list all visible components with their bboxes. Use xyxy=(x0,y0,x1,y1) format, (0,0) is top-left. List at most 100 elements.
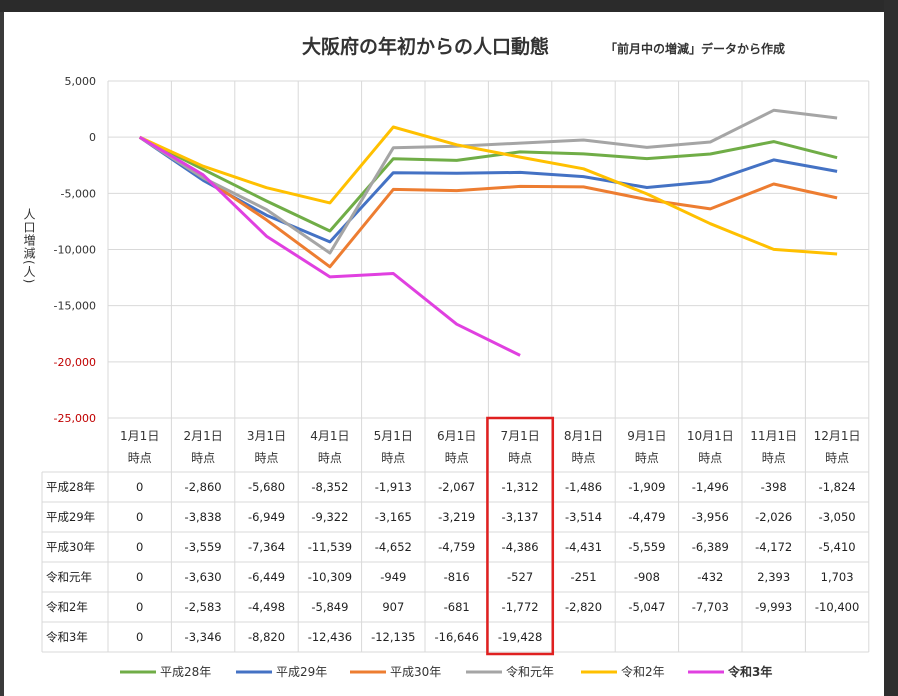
table-cell: -1,913 xyxy=(375,480,412,494)
table-cell: -5,047 xyxy=(628,600,665,614)
table-cell: 0 xyxy=(136,480,143,494)
table-cell: -681 xyxy=(444,600,470,614)
category-label: 9月1日 xyxy=(627,429,666,443)
table-row-header: 令和元年 xyxy=(46,570,92,584)
table-cell: -816 xyxy=(444,570,470,584)
category-label: 5月1日 xyxy=(374,429,413,443)
table-cell: -1,486 xyxy=(565,480,602,494)
table-cell: -3,219 xyxy=(438,510,475,524)
table-cell: 2,393 xyxy=(757,570,790,584)
table-cell: -10,309 xyxy=(308,570,352,584)
category-label: 時点 xyxy=(254,451,278,465)
table-cell: -4,431 xyxy=(565,540,602,554)
table-cell: -11,539 xyxy=(308,540,352,554)
table-cell: -5,559 xyxy=(628,540,665,554)
table-cell: -19,428 xyxy=(498,630,542,644)
table-cell: 0 xyxy=(136,510,143,524)
table-cell: -3,165 xyxy=(375,510,412,524)
y-tick-label: -20,000 xyxy=(54,356,96,369)
table-cell: -4,479 xyxy=(628,510,665,524)
table-cell: -1,496 xyxy=(692,480,729,494)
table-cell: 0 xyxy=(136,570,143,584)
legend-label: 平成28年 xyxy=(160,665,211,679)
category-label: 時点 xyxy=(381,451,405,465)
series-line-6 xyxy=(138,135,521,357)
y-tick-label: -25,000 xyxy=(54,412,96,425)
category-label: 時点 xyxy=(635,451,659,465)
y-tick-label: -10,000 xyxy=(54,244,96,257)
table-cell: -16,646 xyxy=(435,630,479,644)
table-cell: -2,820 xyxy=(565,600,602,614)
y-tick-label: 0 xyxy=(89,131,96,144)
category-label: 時点 xyxy=(508,451,532,465)
table-cell: -4,652 xyxy=(375,540,412,554)
table-cell: -3,514 xyxy=(565,510,602,524)
table-cell: -3,956 xyxy=(692,510,729,524)
series-line-5 xyxy=(139,125,838,256)
table-cell: -4,172 xyxy=(755,540,792,554)
table-cell: -8,352 xyxy=(311,480,348,494)
table-cell: -3,630 xyxy=(185,570,222,584)
table-cell: -4,498 xyxy=(248,600,285,614)
table-cell: -908 xyxy=(634,570,660,584)
category-label: 3月1日 xyxy=(247,429,286,443)
table-cell: -3,137 xyxy=(502,510,539,524)
category-label: 時点 xyxy=(318,451,342,465)
category-label: 11月1日 xyxy=(750,429,797,443)
category-label: 時点 xyxy=(825,451,849,465)
y-tick-label: -5,000 xyxy=(61,187,96,200)
table-cell: 0 xyxy=(136,540,143,554)
category-label: 時点 xyxy=(698,451,722,465)
table-row-header: 令和2年 xyxy=(46,600,88,614)
series-line-3 xyxy=(138,135,838,269)
table-row-header: 令和3年 xyxy=(46,630,88,644)
table-cell: -5,680 xyxy=(248,480,285,494)
table-cell: 1,703 xyxy=(821,570,854,584)
category-label: 2月1日 xyxy=(183,429,222,443)
table-cell: 0 xyxy=(136,600,143,614)
table-cell: -7,364 xyxy=(248,540,285,554)
table-cell: -5,849 xyxy=(311,600,348,614)
table-cell: -12,135 xyxy=(371,630,415,644)
legend-label: 令和3年 xyxy=(727,664,772,679)
category-label: 8月1日 xyxy=(564,429,603,443)
table-cell: -2,583 xyxy=(185,600,222,614)
table-cell: -4,386 xyxy=(502,540,539,554)
category-label: 時点 xyxy=(571,451,595,465)
category-label: 1月1日 xyxy=(120,429,159,443)
table-cell: -5,410 xyxy=(819,540,856,554)
series-line-1 xyxy=(139,135,838,233)
legend-label: 平成30年 xyxy=(390,665,441,679)
legend-label: 令和元年 xyxy=(506,664,554,679)
category-label: 12月1日 xyxy=(814,429,861,443)
category-label: 6月1日 xyxy=(437,429,476,443)
series-line-2 xyxy=(138,135,838,244)
chart-subtitle: 「前月中の増減」データから作成 xyxy=(605,41,785,56)
table-cell: -1,909 xyxy=(628,480,665,494)
table-cell: -398 xyxy=(761,480,787,494)
table-cell: -949 xyxy=(380,570,406,584)
table-cell: -9,993 xyxy=(755,600,792,614)
table-cell: -6,949 xyxy=(248,510,285,524)
table-cell: -12,436 xyxy=(308,630,352,644)
category-label: 時点 xyxy=(191,451,215,465)
y-tick-label: 5,000 xyxy=(65,75,97,88)
table-cell: -1,824 xyxy=(819,480,856,494)
table-cell: -2,067 xyxy=(438,480,475,494)
table-cell: 0 xyxy=(136,630,143,644)
category-label: 時点 xyxy=(445,451,469,465)
right-scrollbar[interactable] xyxy=(884,0,898,696)
table-row-header: 平成30年 xyxy=(46,540,95,554)
highlight-box xyxy=(486,416,555,656)
top-window-bar xyxy=(0,0,898,12)
table-cell: -2,026 xyxy=(755,510,792,524)
table-cell: -9,322 xyxy=(311,510,348,524)
table-cell: -3,559 xyxy=(185,540,222,554)
y-tick-label: -15,000 xyxy=(54,300,96,313)
table-cell: 907 xyxy=(382,600,404,614)
table-cell: -3,346 xyxy=(185,630,222,644)
category-label: 4月1日 xyxy=(310,429,349,443)
table-cell: -1,312 xyxy=(502,480,539,494)
